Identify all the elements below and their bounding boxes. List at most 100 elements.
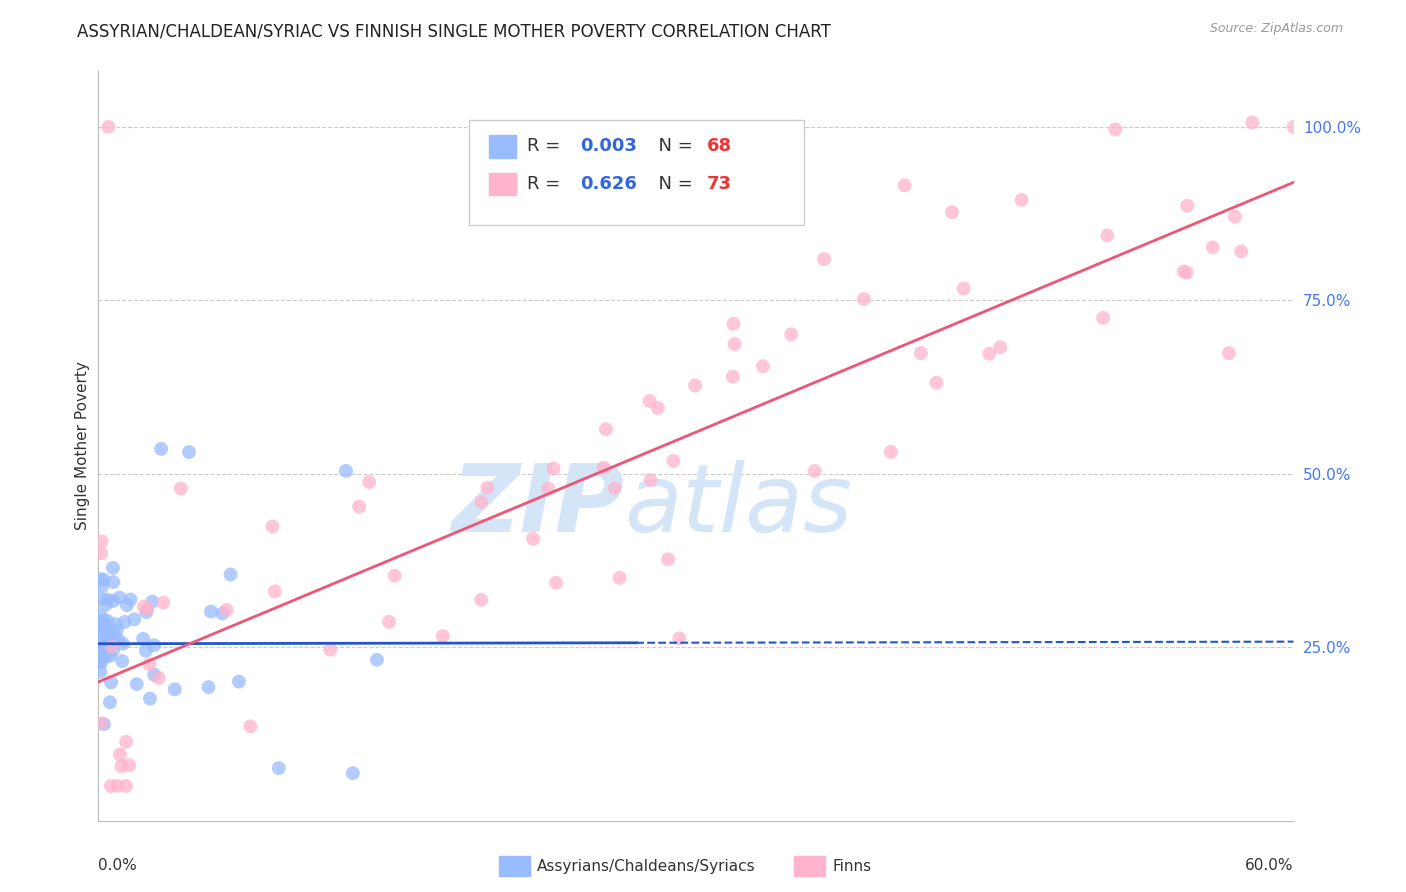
Point	[120, 592, 142, 607]
Point	[785, 120, 807, 134]
Point	[342, 766, 364, 780]
Point	[97, 592, 120, 607]
Point	[537, 482, 560, 496]
Point	[228, 674, 250, 689]
Point	[1175, 199, 1198, 213]
Point	[384, 568, 406, 582]
Point	[335, 464, 357, 478]
Point	[813, 252, 835, 266]
Point	[97, 624, 120, 638]
Point	[988, 340, 1011, 354]
Point	[93, 573, 115, 587]
Point	[1201, 240, 1223, 254]
Point	[640, 473, 662, 487]
Point	[143, 668, 166, 682]
Point	[97, 120, 120, 134]
Point	[647, 401, 669, 415]
Point	[114, 615, 136, 629]
Point	[609, 571, 631, 585]
Point	[347, 500, 370, 514]
Point	[1104, 122, 1126, 136]
Point	[263, 584, 285, 599]
Point	[98, 648, 121, 663]
Point	[90, 629, 112, 643]
Point	[638, 394, 661, 409]
Text: 0.626: 0.626	[581, 175, 637, 193]
Point	[90, 572, 112, 586]
Point	[91, 579, 114, 593]
FancyBboxPatch shape	[489, 173, 516, 195]
Point	[925, 376, 948, 390]
Point	[163, 682, 186, 697]
Point	[262, 519, 284, 533]
Point	[93, 614, 115, 628]
Point	[603, 481, 626, 495]
Point	[780, 327, 803, 342]
Point	[93, 717, 115, 731]
Text: ASSYRIAN/CHALDEAN/SYRIAC VS FINNISH SINGLE MOTHER POVERTY CORRELATION CHART: ASSYRIAN/CHALDEAN/SYRIAC VS FINNISH SING…	[77, 22, 831, 40]
Point	[96, 614, 118, 628]
Point	[98, 695, 121, 709]
Point	[115, 779, 138, 793]
Point	[89, 665, 111, 679]
Point	[1092, 310, 1115, 325]
Text: 60.0%: 60.0%	[1246, 858, 1294, 873]
Point	[267, 761, 290, 775]
Point	[979, 347, 1001, 361]
Point	[91, 615, 114, 630]
Point	[1175, 266, 1198, 280]
Y-axis label: Single Mother Poverty: Single Mother Poverty	[75, 361, 90, 531]
Point	[152, 596, 174, 610]
Point	[366, 653, 388, 667]
Point	[115, 735, 138, 749]
Point	[723, 337, 745, 351]
Point	[118, 758, 141, 772]
Point	[941, 205, 963, 219]
Point	[1097, 228, 1119, 243]
Point	[592, 460, 614, 475]
Point	[110, 759, 132, 773]
Text: 68: 68	[707, 137, 733, 155]
Point	[89, 608, 111, 623]
Text: atlas: atlas	[624, 460, 852, 551]
Point	[543, 461, 565, 475]
Point	[93, 626, 115, 640]
Point	[139, 691, 162, 706]
Point	[910, 346, 932, 360]
Point	[90, 591, 112, 606]
Point	[470, 592, 492, 607]
Point	[94, 598, 117, 612]
Point	[89, 640, 111, 654]
Point	[94, 649, 117, 664]
Point	[115, 598, 138, 612]
Point	[135, 605, 157, 619]
Point	[100, 675, 122, 690]
Point	[101, 634, 124, 648]
Point	[952, 281, 974, 295]
Point	[219, 567, 242, 582]
Point	[125, 677, 148, 691]
Point	[104, 617, 127, 632]
Text: Assyrians/Chaldeans/Syriacs: Assyrians/Chaldeans/Syriacs	[537, 859, 755, 873]
Point	[470, 495, 492, 509]
Point	[477, 481, 499, 495]
Text: Source: ZipAtlas.com: Source: ZipAtlas.com	[1209, 22, 1343, 36]
Point	[89, 614, 111, 628]
Point	[143, 638, 166, 652]
Point	[90, 656, 112, 670]
Point	[752, 359, 775, 374]
Point	[723, 317, 745, 331]
FancyBboxPatch shape	[489, 136, 516, 158]
Point	[1223, 210, 1246, 224]
Point	[148, 671, 170, 685]
Point	[683, 378, 706, 392]
Point	[211, 607, 233, 621]
Point	[103, 627, 125, 641]
Point	[90, 644, 112, 658]
Point	[141, 594, 163, 608]
Text: 0.0%: 0.0%	[98, 858, 138, 873]
Point	[101, 594, 124, 608]
Point	[803, 464, 825, 478]
Point	[522, 532, 544, 546]
Point	[319, 642, 342, 657]
